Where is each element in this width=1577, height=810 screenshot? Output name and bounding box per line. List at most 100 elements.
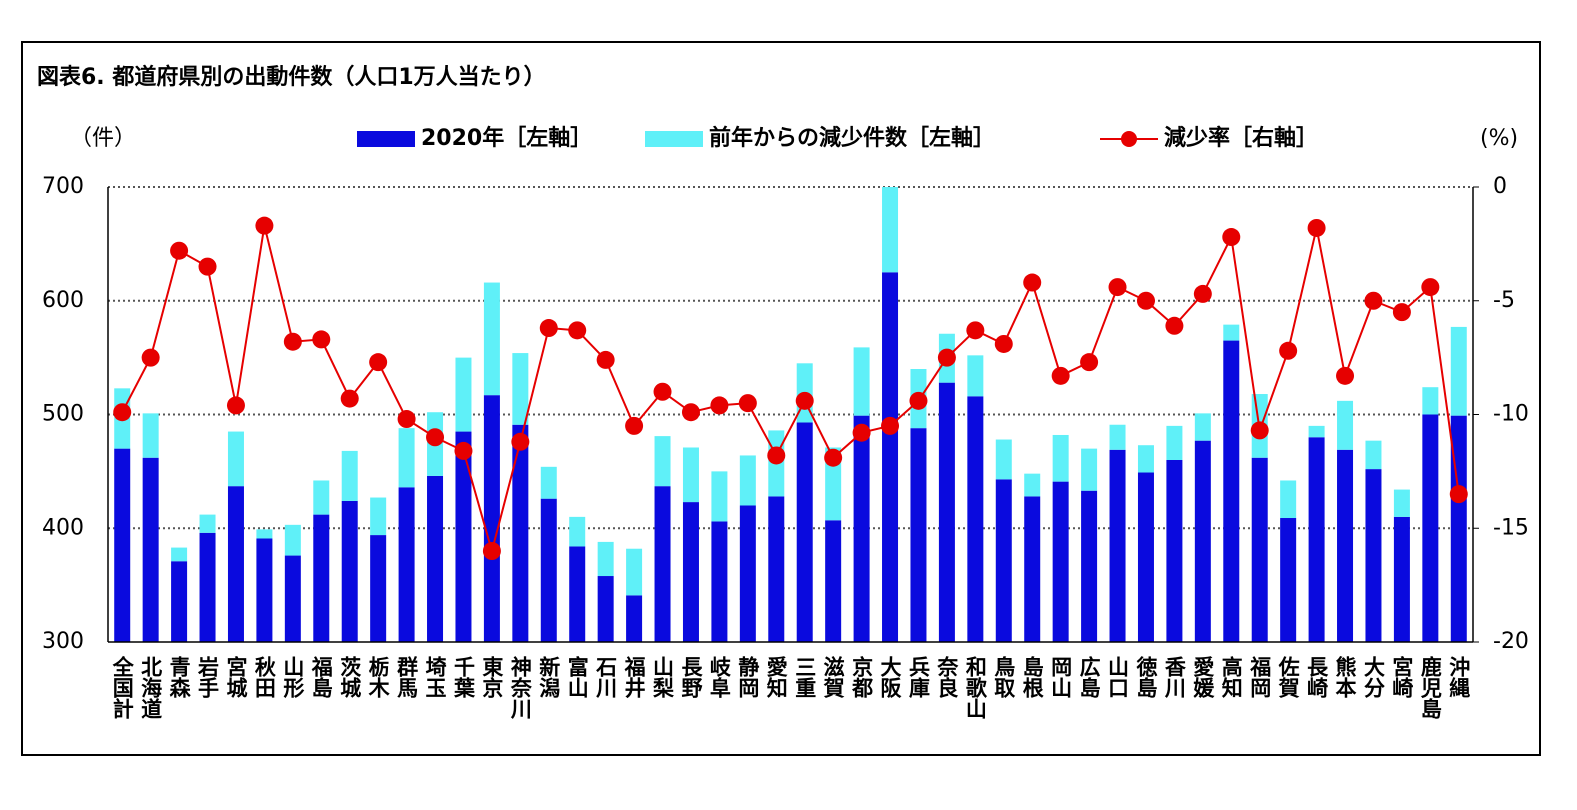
x-tick-label: 山形: [281, 656, 305, 699]
bar: [1450, 326, 1467, 416]
x-tick-label: 沖縄: [1447, 656, 1471, 698]
bar: [114, 448, 131, 642]
bar: [995, 439, 1012, 480]
point: [966, 321, 985, 340]
y-axis-label: （件）: [70, 126, 136, 151]
point: [994, 334, 1013, 353]
x-tick-label: 北海道: [139, 656, 163, 719]
bar: [682, 502, 699, 642]
bar: [1337, 400, 1354, 450]
bar: [1393, 489, 1410, 517]
bar: [483, 395, 500, 642]
bar: [853, 415, 870, 642]
x-tick-label: 岡山: [1049, 656, 1073, 698]
bar: [711, 521, 728, 642]
x-tick-label: 鹿児島: [1418, 655, 1443, 719]
legend-swatch: [645, 131, 703, 147]
bar: [1393, 516, 1410, 642]
point: [1023, 273, 1042, 292]
bar: [341, 450, 358, 501]
point: [852, 423, 871, 442]
bar: [967, 396, 984, 642]
bar: [739, 455, 756, 506]
x-tick-label: 大阪: [878, 656, 902, 699]
x-tick-label: 徳島: [1134, 655, 1159, 698]
x-tick-label: 全国計: [110, 655, 135, 720]
x-tick-label: 佐賀: [1276, 655, 1301, 699]
legend-label: 減少率［右軸］: [1164, 125, 1318, 151]
x-tick-label: 和歌山: [963, 656, 987, 719]
bar: [1422, 414, 1439, 642]
bar: [455, 431, 472, 642]
y-tick-label: 300: [42, 629, 84, 654]
bar: [455, 357, 472, 432]
x-tick-label: 茨城: [338, 655, 362, 699]
frame: [21, 41, 1541, 756]
point: [1222, 228, 1241, 247]
bar: [597, 541, 614, 577]
bar: [1223, 324, 1240, 341]
point: [113, 403, 132, 422]
bar: [512, 353, 529, 425]
bar: [569, 516, 586, 547]
point: [539, 319, 558, 338]
bar: [1081, 490, 1098, 642]
x-tick-label: 秋田: [252, 656, 276, 698]
point: [1051, 366, 1070, 385]
bar: [967, 355, 984, 397]
bar: [1137, 445, 1154, 473]
bar: [171, 547, 188, 562]
bar: [1308, 437, 1325, 642]
x-tick-label: 山梨: [651, 656, 675, 698]
bar: [1365, 440, 1382, 470]
x-tick-label: 香川: [1162, 656, 1187, 699]
bar: [483, 282, 500, 396]
line: [121, 225, 1460, 555]
point: [767, 446, 786, 465]
point: [568, 321, 587, 340]
bar: [1280, 480, 1297, 519]
bar: [910, 428, 927, 642]
point: [482, 542, 501, 560]
point: [454, 441, 473, 460]
bar: [1365, 469, 1382, 642]
point: [1193, 284, 1212, 303]
point: [881, 416, 900, 435]
x-tick-label: 岐阜: [707, 655, 731, 699]
bar: [1251, 457, 1268, 642]
point: [1165, 316, 1184, 335]
bar: [796, 422, 813, 642]
bar: [853, 347, 870, 416]
bar: [682, 447, 699, 503]
bar: [1223, 340, 1240, 642]
bar: [1109, 424, 1126, 450]
x-tick-label: 滋賀: [821, 655, 846, 699]
bar: [768, 496, 785, 642]
bar: [540, 498, 557, 642]
bar: [256, 529, 273, 539]
bar: [142, 413, 159, 458]
point: [226, 396, 245, 415]
x-tick-label: 高知: [1219, 655, 1243, 699]
point: [1449, 485, 1468, 504]
bar: [284, 524, 301, 556]
x-tick-label: 埼玉: [423, 656, 447, 698]
x-tick-label: 東京: [480, 656, 504, 698]
bar: [626, 548, 643, 596]
point: [141, 348, 160, 367]
point: [1307, 218, 1326, 237]
bar: [1194, 440, 1211, 642]
point: [937, 348, 956, 367]
bar: [654, 486, 671, 642]
x-tick-label: 宮城: [224, 655, 248, 699]
y-tick-label: 700: [42, 174, 84, 199]
bar: [512, 424, 529, 642]
bar: [227, 431, 244, 487]
bar: [199, 514, 216, 533]
bar: [313, 480, 330, 515]
point: [1421, 278, 1440, 297]
bar: [1024, 473, 1041, 497]
y2-tick-label: -20: [1493, 629, 1529, 654]
x-tick-label: 熊本: [1333, 655, 1357, 699]
x-tick-label: 兵庫: [906, 655, 930, 699]
